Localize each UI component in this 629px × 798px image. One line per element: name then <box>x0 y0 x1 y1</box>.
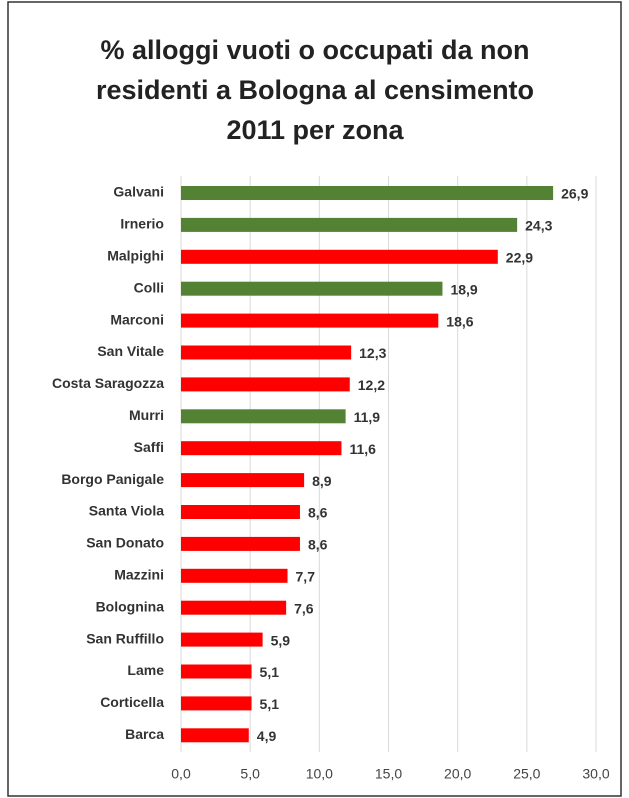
y-tick-label: Corticella <box>100 694 164 710</box>
y-tick-label: San Donato <box>86 535 164 551</box>
bar <box>181 409 346 424</box>
bar <box>181 728 249 743</box>
value-label: 11,6 <box>349 441 376 457</box>
x-tick-label: 5,0 <box>240 766 260 782</box>
y-tick-label: Colli <box>134 279 164 295</box>
y-tick-label: Malpighi <box>107 248 164 264</box>
bar <box>181 696 252 711</box>
value-label: 24,3 <box>525 218 552 234</box>
value-label: 7,7 <box>296 569 316 585</box>
bar <box>181 377 350 392</box>
bar <box>181 217 518 232</box>
x-tick-label: 30,0 <box>582 766 609 782</box>
value-label: 18,6 <box>446 313 473 329</box>
y-tick-label: Borgo Panigale <box>61 471 164 487</box>
bar <box>181 281 443 296</box>
value-label: 5,1 <box>260 664 280 680</box>
y-tick-label: Galvani <box>113 184 164 200</box>
bar <box>181 313 439 328</box>
value-label: 8,6 <box>308 505 328 521</box>
bar <box>181 600 287 615</box>
value-label: 5,1 <box>260 696 280 712</box>
y-tick-label: Irnerio <box>120 216 164 232</box>
bar <box>181 441 342 456</box>
bar <box>181 664 252 679</box>
frame <box>7 1 622 797</box>
chart-title: % alloggi vuoti o occupati da non reside… <box>95 35 535 145</box>
x-tick-label: 25,0 <box>513 766 540 782</box>
value-label: 12,3 <box>359 345 386 361</box>
bar <box>181 186 554 200</box>
y-tick-label: San Ruffillo <box>86 630 164 646</box>
value-label: 5,9 <box>271 632 291 648</box>
bar <box>181 345 352 360</box>
y-tick-label: Santa Viola <box>89 503 164 519</box>
x-tick-label: 10,0 <box>306 766 333 782</box>
y-tick-label: Saffi <box>134 439 164 455</box>
value-label: 22,9 <box>506 250 533 266</box>
x-tick-label: 0,0 <box>171 766 191 782</box>
y-tick-label: Costa Saragozza <box>52 375 164 391</box>
y-tick-label: Marconi <box>110 311 164 327</box>
value-label: 26,9 <box>561 186 588 202</box>
x-tick-label: 20,0 <box>444 766 471 782</box>
value-label: 8,6 <box>308 537 328 553</box>
value-label: 18,9 <box>450 281 477 297</box>
bar <box>181 536 300 551</box>
bar <box>181 632 263 647</box>
x-tick-label: 15,0 <box>375 766 402 782</box>
value-label: 7,6 <box>294 600 314 616</box>
bar <box>181 473 305 488</box>
value-label: 8,9 <box>312 473 332 489</box>
y-tick-label: Mazzini <box>114 567 164 583</box>
bar <box>181 249 498 264</box>
value-label: 4,9 <box>257 728 277 744</box>
y-tick-label: San Vitale <box>97 343 164 359</box>
value-label: 12,2 <box>358 377 385 393</box>
value-label: 11,9 <box>354 409 381 425</box>
y-tick-label: Lame <box>127 662 164 678</box>
bar <box>181 568 288 583</box>
y-tick-label: Bolognina <box>96 598 165 614</box>
y-tick-label: Murri <box>129 407 164 423</box>
bar <box>181 505 300 519</box>
y-tick-label: Barca <box>125 726 164 742</box>
